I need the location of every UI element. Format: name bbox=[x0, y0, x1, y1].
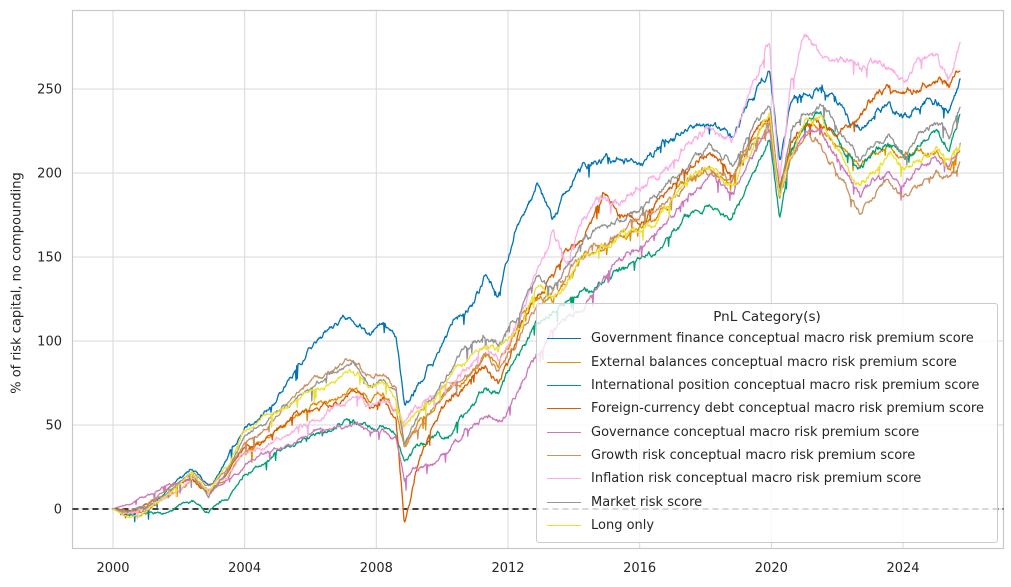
legend-title: PnL Category(s) bbox=[713, 309, 821, 326]
legend-swatch-line bbox=[547, 385, 581, 387]
legend-item-label: Long only bbox=[591, 517, 655, 533]
series-line-market-risk-score bbox=[112, 103, 961, 514]
legend-item: Governance conceptual macro risk premium… bbox=[545, 421, 989, 444]
legend-item: Foreign-currency debt conceptual macro r… bbox=[545, 397, 989, 420]
legend-swatch-line bbox=[547, 361, 581, 363]
legend-item-label: Governance conceptual macro risk premium… bbox=[591, 424, 920, 440]
legend-item: Growth risk conceptual macro risk premiu… bbox=[545, 444, 989, 467]
legend-item-label: External balances conceptual macro risk … bbox=[591, 354, 957, 370]
legend-swatch-line bbox=[547, 501, 581, 503]
legend-swatch-line bbox=[547, 454, 581, 456]
y-tick-label: 0 bbox=[54, 503, 62, 518]
legend-swatch-line bbox=[547, 338, 581, 340]
series-line-inflation-risk-conceptual-macro-risk-premium-score bbox=[112, 33, 961, 520]
x-tick-label: 2000 bbox=[96, 561, 129, 576]
legend-swatch-line bbox=[547, 431, 581, 433]
x-tick-label: 2004 bbox=[228, 561, 261, 576]
legend-item-label: Government finance conceptual macro risk… bbox=[591, 331, 974, 347]
x-tick-label: 2012 bbox=[491, 561, 524, 576]
legend-item-label: International position conceptual macro … bbox=[591, 378, 980, 394]
series-line-long-only bbox=[112, 112, 961, 519]
legend-swatch-line bbox=[547, 478, 581, 480]
legend-item-label: Foreign-currency debt conceptual macro r… bbox=[591, 401, 984, 417]
legend-swatch-line bbox=[547, 524, 581, 526]
plot-border bbox=[71, 9, 1005, 550]
legend-item: Long only bbox=[545, 514, 989, 537]
y-tick-label: 100 bbox=[37, 335, 62, 350]
x-tick-label: 2008 bbox=[360, 561, 393, 576]
legend-swatch-line bbox=[547, 408, 581, 410]
legend-item-label: Inflation risk conceptual macro risk pre… bbox=[591, 471, 922, 487]
x-tick-label: 2020 bbox=[755, 561, 788, 576]
legend-box: PnL Category(s) Government finance conce… bbox=[536, 303, 998, 543]
x-tick-label: 2016 bbox=[623, 561, 656, 576]
y-tick-label: 200 bbox=[37, 167, 62, 182]
y-tick-label: 250 bbox=[37, 83, 62, 98]
legend-item-label: Market risk score bbox=[591, 494, 703, 510]
legend-item: Inflation risk conceptual macro risk pre… bbox=[545, 467, 989, 490]
y-tick-label: 50 bbox=[45, 419, 62, 434]
legend-item: External balances conceptual macro risk … bbox=[545, 351, 989, 374]
legend-item: Government finance conceptual macro risk… bbox=[545, 327, 989, 350]
x-tick-label: 2024 bbox=[886, 561, 919, 576]
y-tick-label: 150 bbox=[37, 251, 62, 266]
legend-item: Market risk score bbox=[545, 490, 989, 513]
legend-item: International position conceptual macro … bbox=[545, 374, 989, 397]
legend-item-label: Growth risk conceptual macro risk premiu… bbox=[591, 447, 916, 463]
y-axis-label: % of risk capital, no compounding bbox=[9, 172, 25, 394]
